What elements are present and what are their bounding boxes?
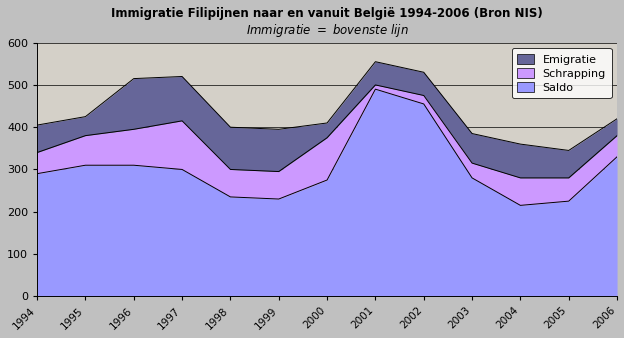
Title: Immigratie Filipijnen naar en vanuit België 1994-2006 (Bron NIS)
$\it{Immigratie: Immigratie Filipijnen naar en vanuit Bel… xyxy=(111,7,543,39)
Legend: Emigratie, Schrapping, Saldo: Emigratie, Schrapping, Saldo xyxy=(512,48,612,98)
